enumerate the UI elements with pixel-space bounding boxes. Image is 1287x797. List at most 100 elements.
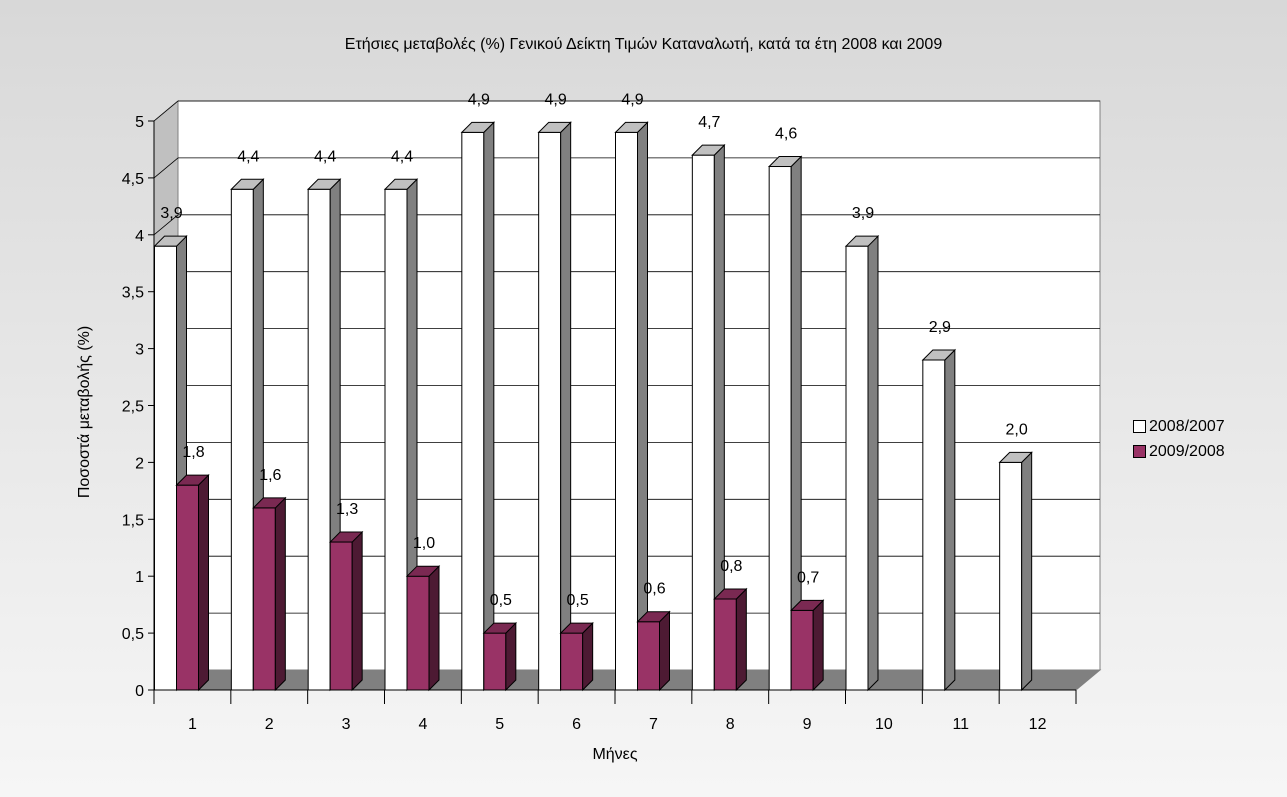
y-tick-label: 0 — [135, 683, 144, 700]
y-tick-label: 0,5 — [122, 626, 144, 643]
legend-label-2008-2007: 2008/2007 — [1149, 417, 1225, 435]
bar-front — [230, 188, 254, 691]
bar-top — [252, 497, 287, 509]
bar-top — [230, 178, 265, 190]
y-axis-label: Ποσοστά μεταβολής (%) — [76, 325, 93, 499]
x-tick-label: 9 — [803, 716, 812, 733]
y-tick-label: 1 — [135, 569, 144, 586]
bar-top — [998, 451, 1033, 463]
bar-front — [406, 575, 430, 691]
bar-front — [560, 632, 584, 691]
y-tick-label: 2 — [135, 455, 144, 472]
data-label: 4,6 — [775, 126, 797, 143]
bar-front — [461, 131, 485, 691]
bar-top — [383, 178, 419, 190]
bar-front — [615, 131, 638, 691]
x-tick-label: 12 — [1029, 716, 1047, 733]
bar-front — [790, 609, 814, 691]
chart-legend: 2008/2007 2009/2008 — [1133, 414, 1225, 464]
data-label: 1,3 — [336, 501, 358, 518]
y-tick-label: 1,5 — [122, 512, 144, 529]
bar-top — [328, 531, 364, 543]
y-tick-label: 4,5 — [122, 171, 144, 188]
bar-side — [659, 610, 670, 692]
x-tick-label: 6 — [572, 716, 581, 733]
bar-side — [867, 234, 879, 692]
bar-top — [789, 599, 825, 611]
data-label: 2,0 — [1006, 421, 1028, 438]
bar-side — [944, 348, 956, 692]
x-tick-label: 7 — [649, 716, 658, 733]
bar-side — [274, 496, 286, 692]
bar-front — [176, 484, 199, 691]
data-label: 4,9 — [468, 91, 490, 108]
data-label: 0,5 — [567, 592, 589, 609]
bar-side — [1021, 451, 1033, 692]
x-tick-label: 10 — [875, 716, 893, 733]
bar-top — [921, 349, 957, 361]
x-tick-label: 3 — [342, 716, 351, 733]
bar-front — [691, 154, 715, 691]
data-label: 0,5 — [490, 592, 512, 609]
x-tick-label: 5 — [495, 716, 504, 733]
bar-side — [637, 121, 648, 692]
bar-top — [614, 121, 649, 133]
gridline-side — [153, 214, 179, 236]
legend-swatch-2009-2008 — [1133, 445, 1146, 458]
bar-side — [582, 621, 594, 692]
data-label: 0,8 — [720, 558, 742, 575]
bar-top — [844, 235, 880, 247]
bar-front — [845, 245, 869, 691]
data-label: 1,8 — [182, 444, 204, 461]
x-tick-label: 2 — [265, 716, 274, 733]
bar-top — [153, 235, 188, 247]
bar-top — [482, 622, 518, 634]
bar-side — [351, 530, 363, 692]
y-tick-label: 3,5 — [122, 285, 144, 302]
legend-item-2009-2008: 2009/2008 — [1133, 439, 1225, 464]
bar-side — [428, 564, 440, 692]
y-tick-label: 3 — [135, 342, 144, 359]
data-label: 1,6 — [259, 467, 281, 484]
bar-top — [405, 565, 441, 577]
bar-top — [460, 121, 496, 133]
data-label: 4,4 — [391, 148, 413, 165]
data-label: 4,4 — [314, 148, 336, 165]
data-label: 4,9 — [545, 91, 567, 108]
bar-front — [768, 166, 792, 691]
legend-item-2008-2007: 2008/2007 — [1133, 414, 1225, 439]
x-tick-label: 8 — [726, 716, 735, 733]
y-tick-label: 2,5 — [122, 399, 144, 416]
x-axis-label: Μήνες — [592, 746, 638, 763]
bar-front — [999, 461, 1023, 691]
bar-front — [713, 598, 737, 691]
bar-side — [505, 621, 517, 692]
bar-top — [175, 474, 210, 486]
legend-label-2009-2008: 2009/2008 — [1149, 442, 1225, 460]
chart-title: Ετήσιες μεταβολές (%) Γενικού Δείκτη Τιμ… — [344, 36, 943, 53]
x-tick-label: 11 — [952, 716, 969, 733]
bar-top — [636, 611, 671, 623]
gridline-side — [153, 100, 179, 122]
bar-front — [483, 632, 507, 691]
gridline-side — [153, 157, 179, 179]
bar-top — [713, 588, 748, 600]
bar-front — [637, 621, 660, 691]
bar-top — [691, 144, 726, 156]
bar-top — [559, 622, 594, 634]
bar-front — [252, 507, 276, 691]
y-tick-label: 4 — [135, 228, 144, 245]
bar-front — [329, 541, 353, 691]
data-label: 3,9 — [160, 205, 182, 222]
data-label: 0,7 — [797, 569, 819, 586]
data-label: 2,9 — [929, 319, 951, 336]
bar-side — [735, 587, 747, 692]
data-label: 4,9 — [621, 91, 643, 108]
y-tick-label: 5 — [135, 114, 144, 131]
bar-front — [154, 245, 177, 691]
bar-front — [384, 188, 408, 691]
data-label: 4,4 — [237, 148, 259, 165]
legend-swatch-2008-2007 — [1133, 420, 1146, 433]
